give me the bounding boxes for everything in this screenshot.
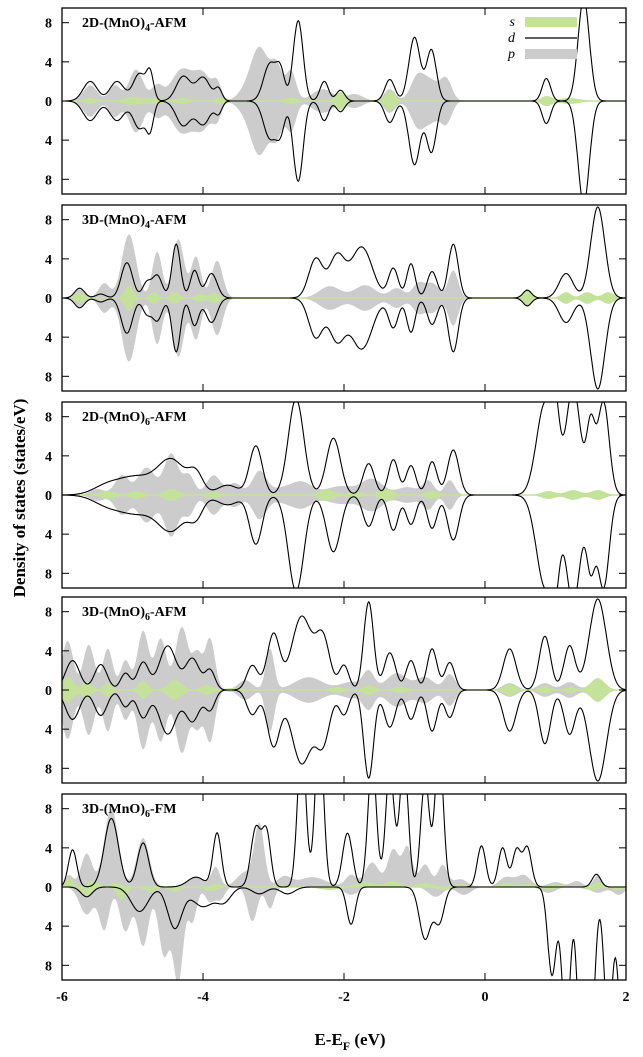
d-dos-spin-down — [62, 100, 626, 194]
panel-title: 3D-(MnO)6-FM — [82, 802, 176, 820]
x-axis-label-subscript: F — [343, 1039, 350, 1053]
y-tick-label: 4 — [45, 331, 52, 346]
d-dos-spin-down — [62, 689, 626, 782]
y-tick-label: 4 — [45, 56, 52, 71]
y-tick-label: 8 — [45, 411, 52, 426]
panel-title: 3D-(MnO)4-AFM — [82, 213, 187, 231]
panel-title-text: 2D-(MnO) — [82, 16, 145, 31]
x-tick-label: 2 — [623, 990, 630, 1005]
x-axis-label-main: E-E — [314, 1030, 342, 1049]
y-axis-label: Density of states (states/eV) — [10, 399, 29, 598]
legend-swatch-s — [525, 17, 577, 27]
panel-title-suffix: -AFM — [150, 605, 187, 620]
y-tick-label: 4 — [45, 723, 52, 738]
x-tick-label: -4 — [197, 990, 209, 1005]
panel-title-subscript: 6 — [145, 809, 150, 820]
legend-label-p: p — [507, 47, 515, 62]
panel-title-text: 3D-(MnO) — [82, 802, 145, 817]
panel-title-text: 3D-(MnO) — [82, 605, 145, 620]
dos-panel: 8 4 0 4 8 2D-(MnO)6-AFM — [45, 401, 627, 589]
panel-title-subscript: 6 — [145, 417, 150, 428]
y-tick-label: 0 — [45, 95, 52, 110]
x-tick-label: -6 — [56, 990, 68, 1005]
legend: sdp — [507, 15, 577, 62]
panel-plot — [62, 402, 626, 588]
y-tick-label: 4 — [45, 253, 52, 268]
dos-panel: 8 4 0 4 8 3D-(MnO)6-FM — [45, 793, 627, 981]
d-dos-spin-down — [62, 494, 626, 588]
y-tick-label: 4 — [45, 920, 52, 935]
y-tick-label: 4 — [45, 842, 52, 857]
d-dos-spin-up — [62, 206, 626, 299]
d-dos-spin-up — [62, 402, 626, 496]
y-tick-label: 8 — [45, 17, 52, 32]
y-tick-label: 0 — [45, 881, 52, 896]
panel-title: 3D-(MnO)6-AFM — [82, 605, 187, 623]
s-dos-fill — [62, 878, 626, 900]
y-tick-label: 8 — [45, 567, 52, 582]
d-dos-spin-down — [62, 297, 626, 390]
panel-title: 2D-(MnO)4-AFM — [82, 16, 187, 34]
y-tick-label: 0 — [45, 489, 52, 504]
y-tick-label: 8 — [45, 762, 52, 777]
y-tick-label: 8 — [45, 959, 52, 974]
y-tick-label: 4 — [45, 134, 52, 149]
y-tick-label: 8 — [45, 214, 52, 229]
x-tick-label: 0 — [482, 990, 489, 1005]
y-tick-label: 8 — [45, 606, 52, 621]
y-tick-label: 8 — [45, 370, 52, 385]
d-dos-spin-up — [62, 598, 626, 691]
panel-title-text: 3D-(MnO) — [82, 213, 145, 228]
y-tick-label: 4 — [45, 645, 52, 660]
panel-title-text: 2D-(MnO) — [82, 410, 145, 425]
panel-title: 2D-(MnO)6-AFM — [82, 410, 187, 428]
y-tick-label: 0 — [45, 684, 52, 699]
legend-label-s: s — [510, 15, 516, 30]
panel-title-suffix: -AFM — [150, 410, 187, 425]
panel-plot — [62, 794, 626, 980]
d-dos-spin-up — [62, 794, 626, 888]
dos-panel: 8 4 0 4 8 3D-(MnO)6-AFM — [45, 596, 627, 784]
y-tick-label: 4 — [45, 528, 52, 543]
panel-title-subscript: 6 — [145, 612, 150, 623]
panel-plot — [62, 598, 626, 782]
x-tick-label: -2 — [338, 990, 350, 1005]
x-axis-label: E-EF (eV) — [314, 1030, 385, 1053]
panel-title-subscript: 4 — [145, 220, 150, 231]
panel-title-suffix: -AFM — [150, 16, 187, 31]
panel-title-suffix: -FM — [150, 802, 176, 817]
y-tick-label: 0 — [45, 292, 52, 307]
panel-plot — [62, 206, 626, 390]
p-dos-fill — [62, 808, 626, 980]
legend-label-d: d — [508, 31, 516, 46]
x-axis-label-unit: (eV) — [350, 1030, 385, 1049]
panel-title-subscript: 4 — [145, 23, 150, 34]
panel-title-suffix: -AFM — [150, 213, 187, 228]
y-tick-label: 8 — [45, 173, 52, 188]
y-tick-label: 4 — [45, 450, 52, 465]
panel-plot — [62, 8, 626, 194]
d-dos-spin-down — [62, 886, 619, 980]
legend-swatch-p — [525, 49, 577, 59]
y-tick-label: 8 — [45, 803, 52, 818]
